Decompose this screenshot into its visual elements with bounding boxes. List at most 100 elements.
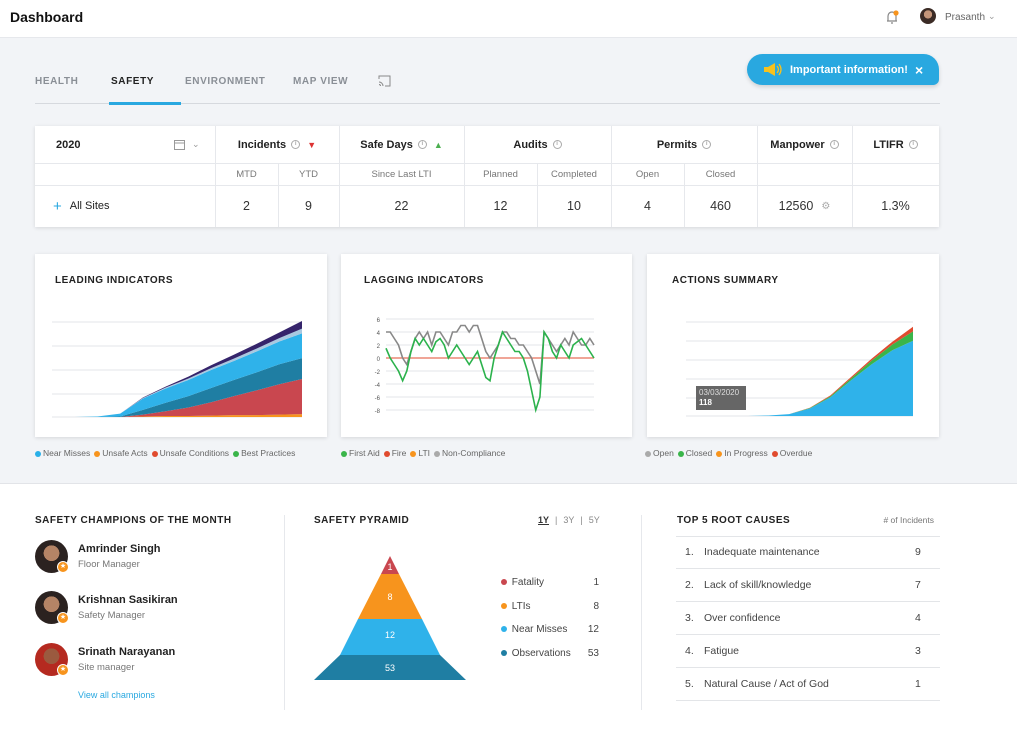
mtd-subheader: MTD xyxy=(236,168,257,180)
closed-value: 460 xyxy=(710,199,731,213)
legend-item: Fatality 1 xyxy=(501,577,599,601)
audits-header: Audits xyxy=(513,138,548,151)
open-subheader: Open xyxy=(635,168,660,180)
legend-item: LTIs 8 xyxy=(501,601,599,625)
legend-item[interactable]: First Aid xyxy=(341,448,380,458)
safety-pyramid: 1 8 12 53 xyxy=(314,556,466,680)
since-lti-subheader: Since Last LTI xyxy=(371,168,432,180)
cast-icon[interactable] xyxy=(378,74,391,92)
period-1y[interactable]: 1Y xyxy=(538,515,550,525)
pyramid-level-near-misses xyxy=(340,619,440,655)
y-tick-label: -8 xyxy=(375,409,381,415)
root-cause-row: 1. Inadequate maintenance 9 xyxy=(676,536,940,569)
year-selector[interactable]: 2020 xyxy=(56,138,81,151)
period-selector: 1Y | 3Y | 5Y xyxy=(538,515,600,525)
plus-icon[interactable]: + xyxy=(53,197,62,215)
safe-days-header: Safe Days xyxy=(360,138,413,151)
info-icon[interactable]: i xyxy=(829,140,839,149)
mtd-value: 2 xyxy=(243,199,250,213)
info-icon[interactable]: i xyxy=(417,140,427,149)
root-causes-title: TOP 5 ROOT CAUSES xyxy=(677,515,791,526)
legend-item[interactable]: Fire xyxy=(383,448,406,458)
legend-item[interactable]: Closed xyxy=(677,448,712,458)
pyramid-level-observations xyxy=(314,655,466,680)
legend-item: Observations 53 xyxy=(501,648,599,672)
champion-item[interactable]: Srinath Narayanan Site manager xyxy=(78,646,176,673)
legend-item[interactable]: Unsafe Acts xyxy=(94,448,148,458)
divider xyxy=(284,515,285,710)
top-bar: Dashboard Prasanth ⌄ xyxy=(0,0,1017,38)
ytd-subheader: YTD xyxy=(299,168,318,180)
legend-item[interactable]: Unsafe Conditions xyxy=(151,448,229,458)
pyramid-level-fatality xyxy=(381,556,399,574)
tab-environment[interactable]: ENVIRONMENT xyxy=(185,76,266,87)
chevron-down-icon[interactable]: ⌄ xyxy=(192,139,200,149)
champions-title: SAFETY CHAMPIONS OF THE MONTH xyxy=(35,515,232,526)
incidents-header: Incidents xyxy=(237,138,287,151)
calendar-icon[interactable]: ⌄ xyxy=(174,126,200,163)
leading-area-series-1 xyxy=(52,379,302,417)
legend-item[interactable]: Near Misses xyxy=(35,448,90,458)
star-badge-icon: ★ xyxy=(57,561,69,573)
actions-legend: Open Closed In Progress Overdue xyxy=(645,448,812,458)
trend-up-icon: ▲ xyxy=(433,139,443,150)
tab-map-view[interactable]: MAP VIEW xyxy=(293,76,349,87)
manpower-header: Manpower xyxy=(770,138,825,151)
legend-item: Near Misses 12 xyxy=(501,624,599,648)
legend-item[interactable]: Non-Compliance xyxy=(434,448,505,458)
user-avatar[interactable] xyxy=(920,8,936,24)
champion-item[interactable]: Krishnan Sasikiran Safety Manager xyxy=(78,594,178,621)
root-cause-row: 4. Fatigue 3 xyxy=(676,635,940,668)
info-icon[interactable]: i xyxy=(291,140,301,149)
y-tick-label: 6 xyxy=(377,318,381,324)
trend-down-icon: ▼ xyxy=(307,139,317,150)
tooltip-date: 03/03/2020 xyxy=(699,388,740,397)
chart-tooltip: 03/03/2020 118 xyxy=(696,386,746,410)
chart-title: LEADING INDICATORS xyxy=(55,275,174,286)
champion-item[interactable]: Amrinder Singh Floor Manager xyxy=(78,543,161,570)
pyramid-value: 8 xyxy=(387,592,392,602)
info-icon[interactable]: i xyxy=(908,140,918,149)
chevron-down-icon[interactable]: ⌄ xyxy=(988,11,996,21)
y-tick-label: -6 xyxy=(375,396,381,402)
lagging-legend: First Aid Fire LTI Non-Compliance xyxy=(341,448,505,458)
stats-table: 2020 ⌄ Incidents i ▼ Safe Days i ▲ Audits i P… xyxy=(35,126,939,227)
y-tick-label: 0 xyxy=(377,357,381,363)
tab-health[interactable]: HEALTH xyxy=(35,76,79,87)
legend-item[interactable]: LTI xyxy=(410,448,430,458)
view-all-champions-link[interactable]: View all champions xyxy=(78,690,155,700)
open-value: 4 xyxy=(644,199,651,213)
period-3y[interactable]: 3Y xyxy=(563,515,575,525)
info-icon[interactable]: i xyxy=(702,140,712,149)
ytd-value: 9 xyxy=(305,199,312,213)
completed-subheader: Completed xyxy=(551,168,597,180)
expand-all-sites[interactable]: + All Sites xyxy=(53,185,110,227)
pyramid-value: 1 xyxy=(387,562,392,572)
tab-divider xyxy=(35,103,940,104)
banner-text: Important information! xyxy=(790,64,908,76)
star-badge-icon: ★ xyxy=(57,612,69,624)
legend-item[interactable]: Overdue xyxy=(771,448,812,458)
incidents-column-header: # of Incidents xyxy=(883,515,934,525)
page-title: Dashboard xyxy=(10,9,84,25)
closed-subheader: Closed xyxy=(705,168,736,180)
important-info-banner[interactable]: Important information! × xyxy=(747,54,939,85)
divider xyxy=(641,515,642,710)
tab-safety[interactable]: SAFETY xyxy=(111,76,155,87)
bell-icon[interactable] xyxy=(884,9,900,25)
close-icon[interactable]: × xyxy=(915,62,924,78)
active-tab-indicator xyxy=(109,102,181,105)
lagging-line-0 xyxy=(386,324,595,385)
legend-item[interactable]: In Progress xyxy=(716,448,768,458)
root-cause-row: 2. Lack of skill/knowledge 7 xyxy=(676,569,940,602)
legend-item[interactable]: Open xyxy=(645,448,674,458)
info-icon[interactable]: i xyxy=(552,140,562,149)
chart-title: ACTIONS SUMMARY xyxy=(672,275,779,286)
y-tick-label: 4 xyxy=(377,331,381,337)
period-5y[interactable]: 5Y xyxy=(588,515,600,525)
settings-icon[interactable]: ⚙ xyxy=(821,200,831,212)
tooltip-value: 118 xyxy=(699,398,712,407)
user-name[interactable]: Prasanth xyxy=(945,12,986,23)
pyramid-value: 12 xyxy=(385,630,395,640)
legend-item[interactable]: Best Practices xyxy=(233,448,295,458)
